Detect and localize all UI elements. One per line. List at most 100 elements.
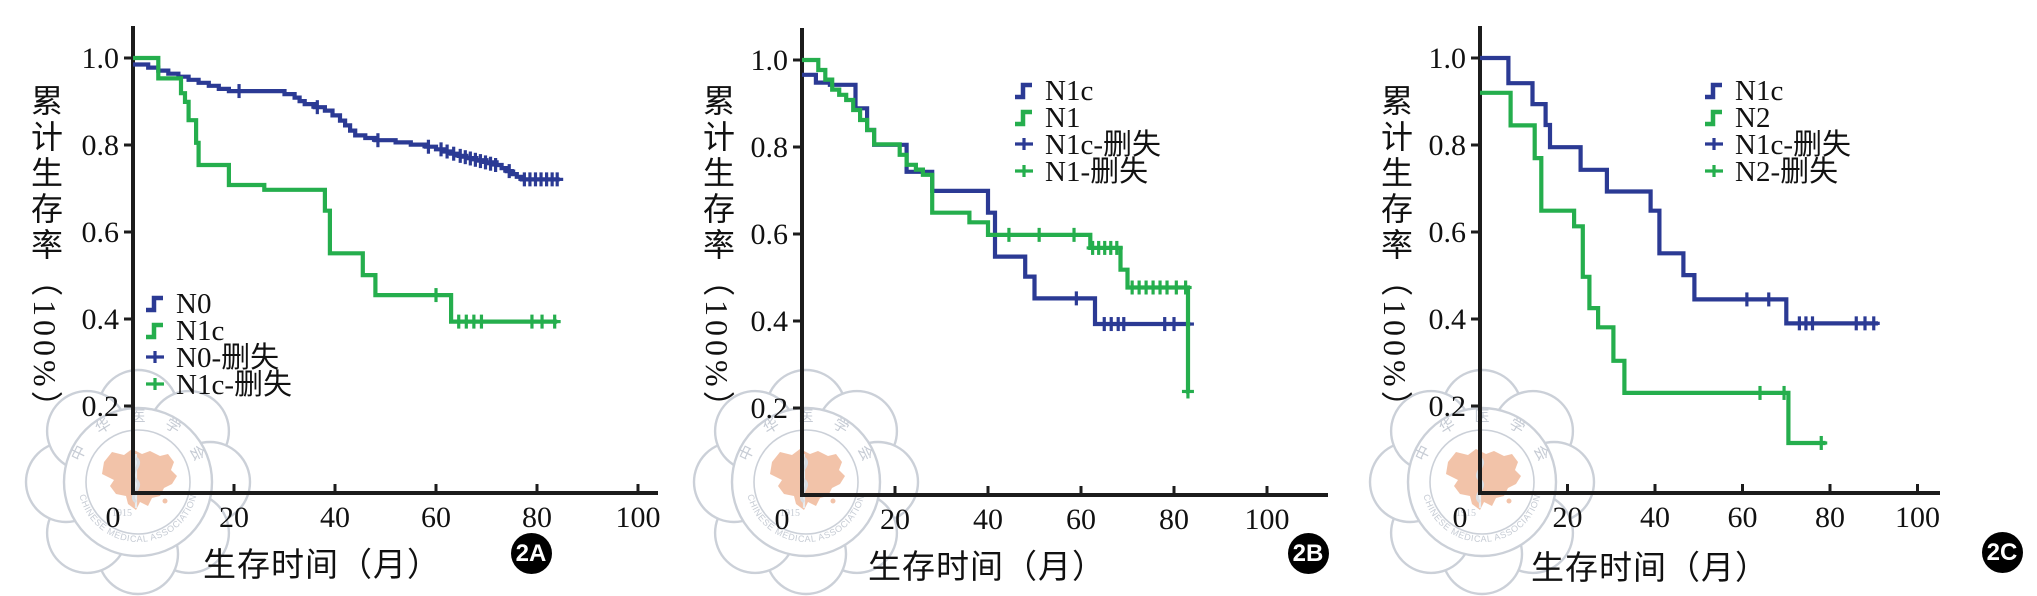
cma-watermark-logo: 中华医学会CHINESE MEDICAL ASSOCIATION1915 bbox=[692, 368, 920, 596]
y-tick-label: 0.4 bbox=[1429, 303, 1467, 336]
legend-item-N1: N1 bbox=[1015, 102, 1080, 134]
cma-watermark-logo: 中华医学会CHINESE MEDICAL ASSOCIATION1915 bbox=[24, 368, 252, 596]
plus-censor-icon bbox=[1015, 165, 1033, 177]
censor-marks-N1 bbox=[1002, 227, 1194, 399]
y-tick-label: 0.2 bbox=[82, 390, 120, 423]
y-axis-title: 累计生存率（100%） bbox=[699, 84, 735, 427]
legend-item-N0-删失: N0-删失 bbox=[146, 341, 279, 374]
step-line-icon bbox=[1705, 109, 1722, 127]
x-tick-label: 0 bbox=[775, 503, 790, 536]
y-tick-label: 1.0 bbox=[751, 44, 789, 77]
plus-censor-icon bbox=[1705, 138, 1723, 150]
watermark-year: 1915 bbox=[112, 508, 132, 519]
step-line-icon bbox=[146, 295, 163, 313]
map-island-dot bbox=[1506, 498, 1512, 504]
legend-label: N0 bbox=[176, 288, 211, 320]
chart-panel-2A: 中华医学会 CHINESE MEDICAL ASSOCIATION 1915 0 20 4… bbox=[0, 0, 680, 596]
x-tick-label: 40 bbox=[320, 501, 350, 534]
step-line-icon bbox=[146, 322, 163, 340]
y-tick-label: 0.8 bbox=[82, 129, 120, 162]
panel-badge-2B: 2B bbox=[1287, 532, 1329, 574]
panel-badge-2C: 2C bbox=[1981, 531, 2023, 573]
watermark-cjk-char: 会 bbox=[854, 443, 876, 464]
legend-label: N2-删失 bbox=[1735, 155, 1838, 188]
map-island-dot bbox=[830, 498, 836, 504]
step-line-icon bbox=[1015, 109, 1032, 127]
legend-label: N2 bbox=[1735, 102, 1770, 134]
map-island-dot bbox=[162, 498, 168, 504]
panel-badge-2A: 2A bbox=[510, 532, 552, 574]
x-tick-label: 80 bbox=[1815, 501, 1845, 534]
survival-curve-N2 bbox=[1480, 90, 1826, 446]
x-tick-label: 100 bbox=[1895, 501, 1940, 534]
y-tick-label: 0.2 bbox=[1429, 390, 1467, 423]
y-tick-label: 0.4 bbox=[751, 305, 789, 338]
legend-item-N1c: N1c bbox=[1015, 75, 1093, 107]
x-tick-label: 40 bbox=[1640, 501, 1670, 534]
step-line-icon bbox=[1015, 82, 1032, 100]
y-tick-label: 0.8 bbox=[1429, 129, 1467, 162]
watermark-cjk-char: 会 bbox=[1530, 443, 1552, 464]
legend-label: N1c bbox=[1735, 75, 1783, 107]
y-tick-label: 1.0 bbox=[82, 42, 120, 75]
y-tick-label: 1.0 bbox=[1429, 42, 1467, 75]
watermark-cjk-char: 中 bbox=[68, 443, 90, 464]
legend-label: N0-删失 bbox=[176, 341, 279, 374]
watermark-cjk-char: 中 bbox=[1412, 443, 1434, 464]
censor-marks-N0 bbox=[233, 84, 564, 187]
y-tick-label: 0.2 bbox=[751, 392, 789, 425]
x-tick-label: 40 bbox=[973, 503, 1003, 536]
x-tick-label: 0 bbox=[106, 501, 121, 534]
chart-canvas-2B: 中华医学会CHINESE MEDICAL ASSOCIATION19150 20 4… bbox=[692, 28, 1328, 596]
x-axis-title: 生存时间（月） bbox=[868, 550, 1106, 586]
x-tick-label: 80 bbox=[1159, 503, 1189, 536]
censor-marks-N1c bbox=[430, 288, 561, 329]
watermark-cjk-char: 中 bbox=[736, 443, 758, 464]
x-tick-label: 60 bbox=[421, 501, 451, 534]
legend-label: N1c-删失 bbox=[176, 368, 292, 401]
legend-label: N1c bbox=[176, 315, 224, 347]
x-tick-label: 100 bbox=[616, 501, 661, 534]
legend-item-N2: N2 bbox=[1705, 102, 1770, 134]
x-axis-title: 生存时间（月） bbox=[1531, 551, 1769, 587]
legend-item-N1c: N1c bbox=[146, 315, 224, 347]
plus-censor-icon bbox=[1015, 138, 1033, 150]
legend-item-N1c-删失: N1c-删失 bbox=[1705, 128, 1851, 161]
plus-censor-icon bbox=[1705, 165, 1723, 177]
watermark-year: 1915 bbox=[780, 508, 800, 519]
legend-item-N1c: N1c bbox=[1705, 75, 1783, 107]
watermark-inner-ring bbox=[85, 429, 191, 535]
x-axis-title: 生存时间（月） bbox=[203, 548, 441, 584]
censor-marks-N1c bbox=[1070, 291, 1194, 332]
x-tick-label: 20 bbox=[219, 501, 249, 534]
legend-item-N1c-删失: N1c-删失 bbox=[146, 368, 292, 401]
legend-label: N1c bbox=[1045, 75, 1093, 107]
x-tick-label: 100 bbox=[1245, 503, 1290, 536]
snake-icon bbox=[131, 456, 141, 504]
legend-label: N1c-删失 bbox=[1735, 128, 1851, 161]
x-tick-label: 80 bbox=[522, 501, 552, 534]
x-tick-label: 60 bbox=[1728, 501, 1758, 534]
chart-canvas-2A: 中华医学会CHINESE MEDICAL ASSOCIATION19150 20 4… bbox=[24, 26, 661, 596]
y-axis-title: 累计生存率（100%） bbox=[1377, 84, 1413, 427]
y-tick-label: 0.4 bbox=[82, 303, 120, 336]
y-tick-label: 0.6 bbox=[1429, 216, 1467, 249]
legend-item-N1c-删失: N1c-删失 bbox=[1015, 128, 1161, 161]
plus-censor-icon bbox=[146, 378, 164, 390]
step-line-icon bbox=[1705, 82, 1722, 100]
x-tick-label: 20 bbox=[1553, 501, 1583, 534]
chart-panel-2B: 中华医学会 CHINESE MEDICAL ASSOCIATION 1915 0 20 4… bbox=[680, 0, 1360, 596]
legend-item-N0: N0 bbox=[146, 288, 211, 320]
legend-label: N1-删失 bbox=[1045, 155, 1148, 188]
plus-censor-icon bbox=[146, 351, 164, 363]
legend-item-N1-删失: N1-删失 bbox=[1015, 155, 1148, 188]
y-tick-label: 0.8 bbox=[751, 131, 789, 164]
legend-item-N2-删失: N2-删失 bbox=[1705, 155, 1838, 188]
watermark-cjk-char: 会 bbox=[186, 443, 208, 464]
